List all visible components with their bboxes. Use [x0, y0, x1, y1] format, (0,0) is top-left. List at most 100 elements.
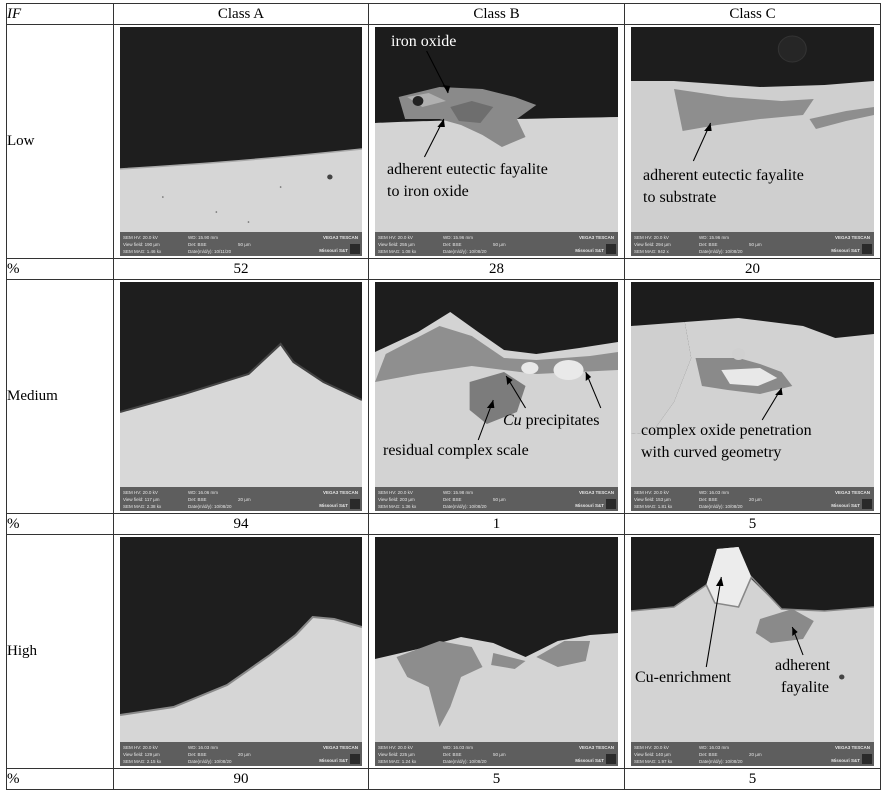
sem-info-bar: SEM HV: 20.0 kV View field: 140 µm SEM MAG… [631, 742, 874, 766]
annotation-cu-enrichment: Cu-enrichment [635, 669, 731, 686]
sem-brand: VEGA3 TESCAN [578, 745, 614, 750]
sem-brand: VEGA3 TESCAN [578, 490, 614, 495]
sem-scale-label: 50 µm [493, 242, 506, 247]
sem-brand: VEGA3 TESCAN [578, 235, 614, 240]
micrograph-low-class-a: SEM HV: 20.0 kV View field: 190 µm SEM MAG… [120, 27, 362, 256]
sem-info-bar: SEM HV: 20.0 kV View field: 203 µm SEM MAG… [375, 487, 618, 511]
percent-low-class-c: 20 [624, 258, 881, 280]
row-label-medium: Medium [6, 279, 114, 514]
sem-institution: Missouri S&T [319, 758, 348, 763]
tescan-logo-icon [862, 499, 872, 509]
class-c-header: Class C [624, 3, 881, 25]
annotation-substrate-line2: to substrate [643, 189, 717, 206]
annotation-cu-precipitates: Cu precipitates [503, 410, 599, 431]
sem-params-mid: WD: 16.03 mm Det: BSE Date(m/d/y): 10/08/2… [699, 745, 743, 764]
micrograph-high-class-a: SEM HV: 20.0 kV View field: 129 µm SEM MAG… [120, 537, 362, 766]
micrograph-medium-class-c: complex oxide penetration with curved ge… [631, 282, 874, 511]
percent-label: % [6, 513, 114, 535]
sem-scale-label: 20 µm [238, 497, 251, 502]
sem-brand: VEGA3 TESCAN [834, 490, 870, 495]
sem-info-bar: SEM HV: 20.0 kV View field: 117 µm SEM MAG… [120, 487, 362, 511]
tescan-logo-icon [350, 754, 360, 764]
annotation-precipitates: precipitates [521, 412, 600, 429]
annotation-residual-scale: residual complex scale [383, 442, 529, 459]
annotation-adherent: adherent [775, 657, 831, 674]
micrograph-low-class-b: iron oxide adherent eutectic fayalite to… [375, 27, 618, 256]
sem-scale-label: 50 µm [493, 497, 506, 502]
annotation-fayalite: fayalite [781, 679, 829, 696]
sem-params-left: SEM HV: 20.0 kV View field: 294 µm SEM MAG… [634, 235, 671, 254]
sem-info-bar: SEM HV: 20.0 kV View field: 129 µm SEM MAG… [120, 742, 362, 766]
header-row: IF Class A Class B Class C [6, 3, 881, 25]
micrograph-medium-class-b: Cu precipitates residual complex scale S… [375, 282, 618, 511]
tescan-logo-icon [350, 244, 360, 254]
sem-institution: Missouri S&T [575, 758, 604, 763]
sem-scale-label: 50 µm [493, 752, 506, 757]
sem-info-bar: SEM HV: 20.0 kV View field: 153 µm SEM MAG… [631, 487, 874, 511]
percent-row-medium: % 94 1 5 [6, 513, 881, 535]
annotation-complex-penetration-line2: with curved geometry [641, 444, 782, 461]
sem-institution: Missouri S&T [319, 503, 348, 508]
micrograph-table: IF Class A Class B Class C Low SEM HV: 2… [6, 3, 881, 790]
row-label-high: High [6, 534, 114, 769]
sem-scale-label: 50 µm [238, 242, 251, 247]
percent-medium-class-b: 1 [368, 513, 625, 535]
sem-info-bar: SEM HV: 20.0 kV View field: 255 µm SEM MAG… [375, 232, 618, 256]
sem-brand: VEGA3 TESCAN [322, 490, 358, 495]
row-label-header: IF [6, 3, 114, 25]
sem-scale-label: 50 µm [749, 242, 762, 247]
sem-params-left: SEM HV: 20.0 kV View field: 255 µm SEM MAG… [378, 235, 417, 254]
image-row-low: Low SEM HV: 20.0 kV View field: 190 µm SEM… [6, 24, 881, 259]
image-row-medium: Medium SEM HV: 20.0 kV View field: 117 µm… [6, 279, 881, 514]
sem-institution: Missouri S&T [831, 248, 860, 253]
percent-medium-class-c: 5 [624, 513, 881, 535]
tescan-logo-icon [606, 244, 616, 254]
sem-brand: VEGA3 TESCAN [322, 745, 358, 750]
micrograph-low-class-c: adherent eutectic fayalite to substrate … [631, 27, 874, 256]
sem-params-mid: WD: 15.96 mm Det: BSE Date(m/d/y): 10/08/2… [443, 235, 487, 254]
sem-scale-label: 20 µm [238, 752, 251, 757]
sem-params-left: SEM HV: 20.0 kV View field: 203 µm SEM MAG… [378, 490, 417, 509]
sem-params-mid: WD: 15.96 mm Det: BSE Date(m/d/y): 10/08/2… [699, 235, 743, 254]
micrograph-high-class-c: Cu-enrichment adherent fayalite SEM HV: … [631, 537, 874, 766]
micrograph-high-class-b: SEM HV: 20.0 kV View field: 225 µm SEM MAG… [375, 537, 618, 766]
tescan-logo-icon [862, 754, 872, 764]
sem-institution: Missouri S&T [575, 248, 604, 253]
tescan-logo-icon [862, 244, 872, 254]
sem-params-left: SEM HV: 20.0 kV View field: 140 µm SEM MAG… [634, 745, 673, 764]
sem-institution: Missouri S&T [319, 248, 348, 253]
tescan-logo-icon [350, 499, 360, 509]
percent-low-class-b: 28 [368, 258, 625, 280]
sem-scale-label: 20 µm [749, 497, 762, 502]
percent-medium-class-a: 94 [113, 513, 369, 535]
percent-low-class-a: 52 [113, 258, 369, 280]
sem-brand: VEGA3 TESCAN [834, 235, 870, 240]
annotation-eutectic-fayalite-line1: adherent eutectic fayalite [387, 161, 548, 178]
sem-info-bar: SEM HV: 20.0 kV View field: 225 µm SEM MAG… [375, 742, 618, 766]
class-a-header: Class A [113, 3, 369, 25]
class-b-header: Class B [368, 3, 625, 25]
image-row-high: High SEM HV: 20.0 kV View field: 129 µm SE… [6, 534, 881, 769]
sem-info-bar: SEM HV: 20.0 kV View field: 190 µm SEM MAG… [120, 232, 362, 256]
micrograph-medium-class-a: SEM HV: 20.0 kV View field: 117 µm SEM MAG… [120, 282, 362, 511]
sem-params-mid: WD: 16.03 mm Det: BSE Date(m/d/y): 10/08/2… [443, 745, 487, 764]
tescan-logo-icon [606, 499, 616, 509]
sem-params-left: SEM HV: 20.0 kV View field: 117 µm SEM MAG… [123, 490, 162, 509]
sem-brand: VEGA3 TESCAN [834, 745, 870, 750]
annotation-eutectic-fayalite-line2: to iron oxide [387, 183, 469, 200]
sem-params-mid: WD: 15.90 mm Det: BSE Date(m/d/y): 10/11/2… [188, 235, 232, 254]
sem-params-mid: WD: 16.06 mm Det: BSE Date(m/d/y): 10/08/2… [188, 490, 232, 509]
tescan-logo-icon [606, 754, 616, 764]
annotation-substrate-line1: adherent eutectic fayalite [643, 167, 804, 184]
sem-params-left: SEM HV: 20.0 kV View field: 129 µm SEM MAG… [123, 745, 162, 764]
sem-brand: VEGA3 TESCAN [322, 235, 358, 240]
sem-info-bar: SEM HV: 20.0 kV View field: 294 µm SEM MAG… [631, 232, 874, 256]
sem-params-mid: WD: 16.03 mm Det: BSE Date(m/d/y): 10/08/2… [699, 490, 743, 509]
sem-institution: Missouri S&T [575, 503, 604, 508]
row-label-low: Low [6, 24, 114, 259]
sem-params-left: SEM HV: 20.0 kV View field: 225 µm SEM MAG… [378, 745, 417, 764]
sem-institution: Missouri S&T [831, 758, 860, 763]
sem-params-mid: WD: 16.03 mm Det: BSE Date(m/d/y): 10/08/2… [188, 745, 232, 764]
percent-label: % [6, 258, 114, 280]
annotation-cu-italic: Cu [503, 412, 522, 429]
